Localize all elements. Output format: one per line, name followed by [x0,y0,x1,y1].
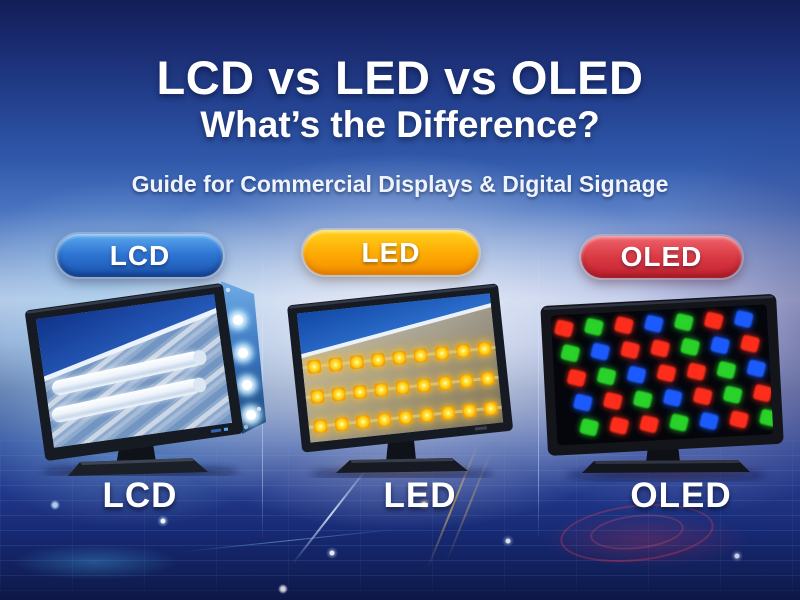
lcd-monitor-illustration [25,281,266,476]
led-badge-label: LED [361,236,421,268]
led-badge: LED [303,230,479,275]
led-monitor-illustration [287,283,513,478]
monitor-screen [35,294,233,448]
lcd-caption: LCD [102,476,178,515]
main-title: LCD vs LED vs OLED [156,51,644,104]
screen-blue-band [35,294,217,377]
led-caption: LED [383,476,457,515]
screen-blue-band [296,293,491,355]
oled-caption: OLED [630,476,732,515]
subtitle: Guide for Commercial Displays & Digital … [131,171,669,197]
main-title-line2: What’s the Difference? [200,104,600,145]
monitor-stand [336,440,468,473]
power-indicator [474,426,487,431]
power-led [223,427,229,432]
monitor-body [540,294,784,456]
oled-badge: OLED [581,236,742,278]
oled-badge-label: OLED [620,241,703,272]
lcd-badge: LCD [57,234,223,277]
ccfl-tubes [51,350,207,423]
ccfl-side-bulbs [225,307,264,428]
power-indicator [210,428,222,433]
monitor-body [287,283,513,453]
ccfl-side-panel [221,281,266,434]
section-divider-right [538,240,539,540]
lcd-badge-label: LCD [109,239,171,271]
monitor-screen [550,304,774,446]
monitor-screen [296,293,504,443]
oled-monitor-illustration [540,294,784,481]
monitor-body [25,283,244,461]
